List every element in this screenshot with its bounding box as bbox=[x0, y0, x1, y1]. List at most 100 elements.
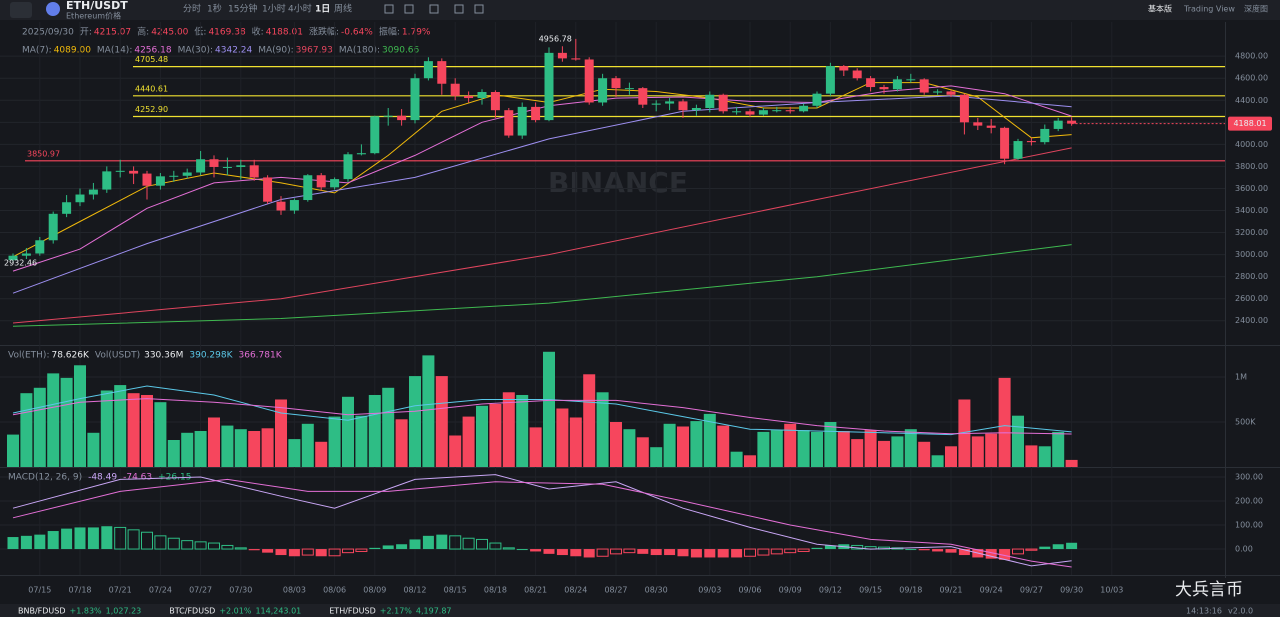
ticker-price: 114,243.01 bbox=[255, 607, 301, 616]
ma-label: MA(14): bbox=[97, 46, 132, 56]
macd-bar bbox=[248, 549, 260, 551]
candle-body bbox=[1000, 127, 1010, 159]
volume-bar bbox=[315, 441, 328, 467]
interval-tab[interactable]: 1小时 bbox=[262, 3, 286, 15]
y-tick-label: 4400.00 bbox=[1235, 96, 1268, 105]
macd-bar bbox=[234, 547, 247, 550]
candle-body bbox=[330, 179, 340, 188]
volume-bar bbox=[596, 392, 609, 467]
interval-tab[interactable]: 周线 bbox=[334, 3, 352, 15]
volume-bar bbox=[985, 433, 998, 467]
ticker-symbol[interactable]: BNB/FDUSD bbox=[18, 607, 66, 616]
candle-body bbox=[1026, 141, 1036, 143]
x-tick-label: 07/27 bbox=[189, 586, 212, 595]
macd-bar bbox=[476, 538, 488, 550]
macd-bar bbox=[516, 549, 528, 551]
macd-bar bbox=[1025, 548, 1038, 551]
x-tick-label: 08/03 bbox=[283, 586, 306, 595]
level-label: 4252.90 bbox=[135, 105, 168, 114]
volume-bar bbox=[677, 426, 689, 467]
candle-body bbox=[732, 111, 742, 113]
candle-body bbox=[624, 88, 634, 90]
toolbar-icon[interactable] bbox=[384, 4, 394, 14]
macd-value: -48.49 bbox=[88, 473, 117, 483]
candle-body bbox=[852, 70, 862, 79]
macd-bar bbox=[918, 549, 930, 551]
volume-bar bbox=[650, 447, 663, 467]
volume-bar bbox=[663, 423, 676, 467]
macd-bar bbox=[355, 548, 368, 552]
macd-bar bbox=[342, 548, 354, 554]
interval-tab[interactable]: 分时 bbox=[183, 3, 201, 15]
macd-bar bbox=[932, 549, 944, 552]
candle-body bbox=[571, 58, 581, 60]
x-tick-label: 09/30 bbox=[1060, 586, 1083, 595]
view-tab[interactable]: Trading View bbox=[1183, 5, 1235, 14]
eth-icon bbox=[46, 2, 60, 16]
candle-body bbox=[48, 213, 58, 241]
toolbar-icon[interactable] bbox=[454, 4, 464, 14]
x-tick-label: 08/15 bbox=[444, 586, 467, 595]
macd-bar bbox=[650, 549, 662, 556]
macd-line bbox=[12, 474, 1072, 567]
x-tick-label: 08/27 bbox=[604, 586, 627, 595]
volume-bar bbox=[409, 376, 421, 467]
toolbar-icon[interactable] bbox=[474, 4, 484, 14]
ma-label: MA(7): bbox=[22, 46, 52, 56]
macd-bar bbox=[409, 539, 421, 550]
info-value: -0.64% bbox=[341, 28, 373, 38]
volume-bar bbox=[476, 405, 488, 467]
ma-value: 4342.24 bbox=[215, 46, 252, 56]
macd-bar bbox=[677, 549, 689, 557]
macd-bar bbox=[194, 541, 207, 550]
toolbar-icon[interactable] bbox=[404, 4, 414, 14]
volume-bar bbox=[489, 403, 502, 467]
macd-bar bbox=[770, 548, 783, 555]
candle-body bbox=[544, 52, 554, 121]
x-tick-label: 07/30 bbox=[229, 586, 252, 595]
candle-body bbox=[758, 110, 768, 115]
x-tick-label: 07/15 bbox=[28, 586, 51, 595]
macd-bar bbox=[1052, 544, 1064, 550]
volume-bar bbox=[462, 416, 475, 467]
candle-body bbox=[356, 153, 366, 155]
x-tick-label: 08/18 bbox=[484, 586, 507, 595]
volume-bar bbox=[47, 373, 60, 467]
candle-body bbox=[598, 78, 608, 103]
interval-tab[interactable]: 1日 bbox=[315, 4, 330, 15]
ticker-symbol[interactable]: BTC/FDUSD bbox=[169, 607, 215, 616]
candle-body bbox=[477, 92, 487, 99]
symbol[interactable]: ETH/USDT bbox=[66, 0, 128, 12]
favorite-button[interactable] bbox=[10, 2, 32, 18]
macd-bar bbox=[7, 537, 19, 550]
view-tab[interactable]: 深度图 bbox=[1244, 4, 1268, 14]
volume-bar bbox=[435, 376, 448, 467]
y-tick-label: 3200.00 bbox=[1235, 228, 1268, 237]
x-tick-label: 09/06 bbox=[738, 586, 761, 595]
interval-tab[interactable]: 15分钟 bbox=[228, 3, 257, 15]
candle-body bbox=[88, 189, 98, 195]
interval-tab[interactable]: 4小时 bbox=[288, 3, 312, 15]
volume-bar bbox=[355, 415, 368, 467]
toolbar-icon[interactable] bbox=[429, 4, 439, 14]
volume-bar bbox=[221, 425, 234, 467]
x-tick-label: 09/12 bbox=[819, 586, 842, 595]
volume-bar bbox=[87, 432, 100, 467]
candle-body bbox=[1067, 120, 1077, 124]
candle-body bbox=[1053, 120, 1063, 129]
candle-body bbox=[276, 201, 286, 211]
macd-bar bbox=[436, 534, 448, 550]
candle-body bbox=[812, 93, 822, 106]
candle-body bbox=[584, 59, 594, 103]
volume-bar bbox=[770, 430, 783, 467]
interval-tab[interactable]: 1秒 bbox=[207, 3, 222, 15]
volume-bar bbox=[744, 455, 756, 467]
view-tab[interactable]: 基本版 bbox=[1148, 4, 1172, 14]
candle-body bbox=[450, 83, 460, 96]
x-tick-label: 10/03 bbox=[1100, 586, 1123, 595]
ticker-symbol[interactable]: ETH/FDUSD bbox=[329, 607, 376, 616]
y-tick-label: 1M bbox=[1235, 372, 1247, 381]
candle-body bbox=[959, 94, 969, 123]
candle-body bbox=[343, 154, 353, 180]
info-value: 4169.38 bbox=[208, 28, 245, 38]
